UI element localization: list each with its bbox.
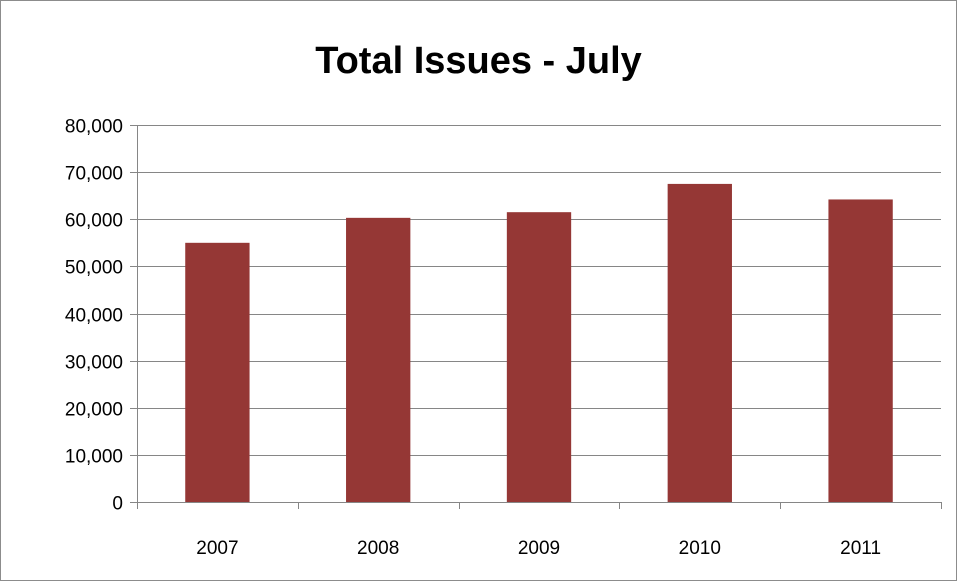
bar bbox=[346, 217, 411, 502]
bar bbox=[667, 183, 732, 502]
bar bbox=[828, 199, 893, 502]
x-tick-label: 2009 bbox=[518, 538, 560, 559]
y-tick-label: 20,000 bbox=[65, 400, 123, 421]
tick-labels: 0 10,000 20,000 30,000 40,000 50,000 60,000 70,… bbox=[65, 117, 881, 560]
x-tick-label: 2010 bbox=[679, 538, 721, 559]
y-tick-label: 30,000 bbox=[65, 353, 123, 374]
bar bbox=[506, 212, 572, 502]
chart-title: Total Issues - July bbox=[315, 40, 642, 82]
x-tick-label: 2011 bbox=[840, 538, 881, 559]
bars bbox=[185, 183, 893, 502]
y-tick-label: 70,000 bbox=[65, 164, 123, 185]
y-tick-label: 0 bbox=[112, 494, 123, 515]
axes bbox=[130, 125, 942, 509]
y-tick-label: 40,000 bbox=[65, 306, 123, 327]
x-tick-label: 2008 bbox=[357, 538, 399, 559]
bar bbox=[185, 242, 250, 502]
y-tick-label: 60,000 bbox=[65, 211, 123, 232]
x-tick-label: 2007 bbox=[196, 538, 238, 559]
y-tick-label: 50,000 bbox=[65, 258, 123, 279]
y-tick-label: 80,000 bbox=[65, 117, 123, 138]
y-tick-label: 10,000 bbox=[65, 447, 123, 468]
